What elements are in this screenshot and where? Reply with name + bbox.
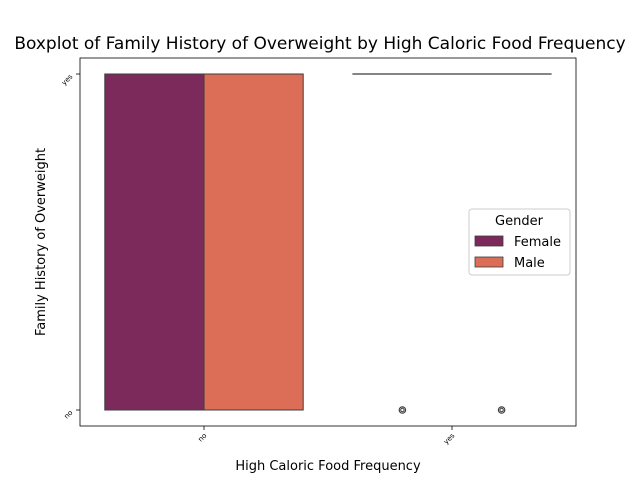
x-tick-label: yes xyxy=(442,432,456,446)
legend: Gender Female Male xyxy=(468,208,571,276)
legend-label: Male xyxy=(514,256,545,271)
box xyxy=(104,73,205,411)
box-group xyxy=(352,73,453,414)
legend-title: Gender xyxy=(495,214,544,229)
plot-area xyxy=(79,57,577,427)
box-group xyxy=(451,73,552,414)
x-tick-label: no xyxy=(197,432,209,444)
y-axis-label: Family History of Overweight xyxy=(34,148,49,336)
outlier-inner xyxy=(400,407,405,413)
y-tick-label: no xyxy=(63,409,75,421)
legend-swatch xyxy=(474,235,504,247)
box xyxy=(203,73,304,411)
legend-label: Female xyxy=(514,235,561,250)
outlier-inner xyxy=(499,407,504,413)
legend-items: Female Male xyxy=(474,235,561,271)
chart-title: Boxplot of Family History of Overweight … xyxy=(14,34,625,54)
box-group xyxy=(203,73,304,411)
outlier xyxy=(398,406,407,414)
x-axis-label: High Caloric Food Frequency xyxy=(235,459,421,474)
outlier xyxy=(497,406,506,414)
box-group xyxy=(104,73,205,411)
boxes xyxy=(104,73,552,414)
y-tick-label: yes xyxy=(60,73,74,87)
legend-swatch xyxy=(474,256,504,268)
